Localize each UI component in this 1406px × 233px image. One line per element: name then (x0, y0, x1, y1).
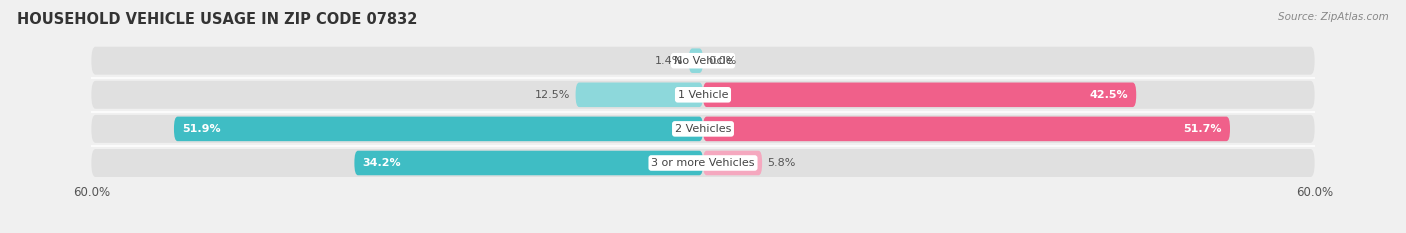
FancyBboxPatch shape (703, 151, 762, 175)
Text: HOUSEHOLD VEHICLE USAGE IN ZIP CODE 07832: HOUSEHOLD VEHICLE USAGE IN ZIP CODE 0783… (17, 12, 418, 27)
FancyBboxPatch shape (91, 149, 1315, 177)
Text: 42.5%: 42.5% (1090, 90, 1128, 100)
Text: 3 or more Vehicles: 3 or more Vehicles (651, 158, 755, 168)
Text: 1.4%: 1.4% (655, 56, 683, 66)
Text: 2 Vehicles: 2 Vehicles (675, 124, 731, 134)
FancyBboxPatch shape (703, 116, 1230, 141)
FancyBboxPatch shape (354, 151, 703, 175)
FancyBboxPatch shape (91, 81, 1315, 109)
FancyBboxPatch shape (91, 115, 1315, 143)
Text: 0.0%: 0.0% (709, 56, 737, 66)
Text: No Vehicle: No Vehicle (673, 56, 733, 66)
Text: 51.9%: 51.9% (183, 124, 221, 134)
Text: 12.5%: 12.5% (536, 90, 571, 100)
Text: Source: ZipAtlas.com: Source: ZipAtlas.com (1278, 12, 1389, 22)
Text: 5.8%: 5.8% (768, 158, 796, 168)
FancyBboxPatch shape (689, 48, 703, 73)
FancyBboxPatch shape (91, 47, 1315, 75)
Text: 1 Vehicle: 1 Vehicle (678, 90, 728, 100)
Text: 34.2%: 34.2% (363, 158, 401, 168)
Text: 51.7%: 51.7% (1184, 124, 1222, 134)
FancyBboxPatch shape (174, 116, 703, 141)
FancyBboxPatch shape (575, 82, 703, 107)
FancyBboxPatch shape (703, 82, 1136, 107)
